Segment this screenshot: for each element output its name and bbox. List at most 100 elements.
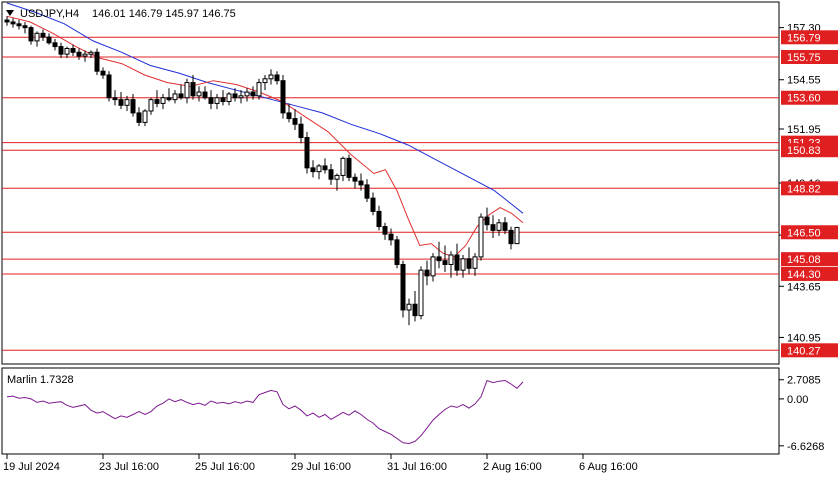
osc-tick-label: -6.6268	[787, 441, 824, 453]
candle	[484, 207, 490, 231]
level-label: 150.83	[787, 145, 821, 157]
level-badge	[781, 30, 838, 45]
ma-red-line	[6, 15, 524, 258]
moving-averages	[6, 2, 524, 258]
level-badge	[781, 181, 838, 196]
candle	[70, 44, 76, 57]
price-tick-label: 143.65	[787, 281, 821, 293]
candle	[250, 86, 256, 100]
level-label: 140.27	[787, 345, 821, 357]
candle	[244, 88, 250, 102]
level-label: 148.82	[787, 183, 821, 195]
candle	[148, 97, 154, 115]
candle	[22, 21, 28, 34]
oscillator-line	[6, 379, 524, 445]
candle	[118, 92, 124, 110]
candle	[292, 109, 298, 130]
candle	[88, 50, 94, 58]
candle	[388, 228, 394, 246]
candle	[298, 116, 304, 144]
level-label: 146.50	[787, 227, 821, 239]
candle	[430, 253, 436, 282]
time-tick-label: 23 Jul 16:00	[99, 461, 159, 473]
price-tick-label: 151.95	[787, 124, 821, 136]
candle	[190, 75, 196, 100]
candle	[340, 156, 346, 182]
level-label: 144.30	[787, 269, 821, 281]
candle	[424, 260, 430, 286]
candle	[106, 71, 112, 102]
candle	[454, 243, 460, 276]
candle	[436, 241, 442, 269]
candle	[10, 18, 16, 28]
level-labels: 156.79155.75153.60151.23150.83148.82146.…	[781, 30, 838, 358]
candle	[124, 95, 130, 111]
level-badge	[781, 343, 838, 358]
collapse-triangle-icon[interactable]	[6, 10, 14, 16]
candle	[490, 215, 496, 238]
candle	[154, 90, 160, 108]
level-badge	[781, 90, 838, 105]
candle	[400, 260, 406, 318]
candle	[334, 173, 340, 191]
candle	[220, 90, 226, 106]
candle	[34, 31, 40, 47]
level-badge	[781, 225, 838, 240]
time-tick-label: 25 Jul 16:00	[195, 461, 255, 473]
candle	[382, 222, 388, 240]
candle	[418, 266, 424, 320]
candle	[274, 71, 280, 85]
candle	[112, 90, 118, 106]
candle	[100, 67, 106, 79]
marlin-line	[6, 379, 524, 445]
candle	[376, 205, 382, 231]
level-badge	[781, 266, 838, 281]
level-label: 145.08	[787, 254, 821, 266]
candle	[466, 247, 472, 274]
candle	[478, 213, 484, 261]
candle	[508, 226, 514, 250]
candle	[196, 86, 202, 102]
candle	[208, 90, 214, 110]
candle	[256, 78, 262, 100]
time-tick-label: 29 Jul 16:00	[291, 461, 351, 473]
candle	[322, 158, 328, 174]
candle	[442, 245, 448, 273]
level-label: 155.75	[787, 52, 821, 64]
candle	[166, 88, 172, 102]
candle	[58, 42, 64, 58]
candle	[514, 226, 520, 245]
candle	[268, 69, 274, 85]
ohlc-readout: 146.01 146.79 145.97 146.75	[92, 8, 236, 20]
candle	[172, 90, 178, 104]
candle	[370, 192, 376, 216]
candle	[16, 20, 22, 30]
osc-tick-label: 2.7085	[787, 375, 821, 387]
candle	[364, 179, 370, 202]
candle	[130, 93, 136, 117]
candle	[4, 16, 10, 26]
candle	[214, 93, 220, 110]
candle	[352, 173, 358, 189]
candle	[226, 92, 232, 106]
level-badge	[781, 252, 838, 267]
candle	[136, 107, 142, 127]
candle	[76, 48, 82, 60]
candle	[142, 109, 148, 127]
candle	[280, 75, 286, 119]
level-badge	[781, 143, 838, 158]
candlesticks	[4, 16, 520, 326]
candle	[202, 86, 208, 100]
candle	[394, 236, 400, 269]
symbol-label: USDJPY,H4	[20, 8, 79, 20]
candle	[304, 131, 310, 174]
candle	[346, 154, 352, 182]
indicator-label: Marlin 1.7328	[7, 374, 74, 386]
price-tick-label: 154.55	[787, 75, 821, 87]
candle	[160, 93, 166, 110]
osc-tick-label: 0.00	[787, 394, 808, 406]
time-tick-label: 2 Aug 16:00	[483, 461, 542, 473]
time-tick-label: 19 Jul 2024	[3, 461, 60, 473]
candle	[328, 164, 334, 185]
candle	[94, 48, 100, 75]
